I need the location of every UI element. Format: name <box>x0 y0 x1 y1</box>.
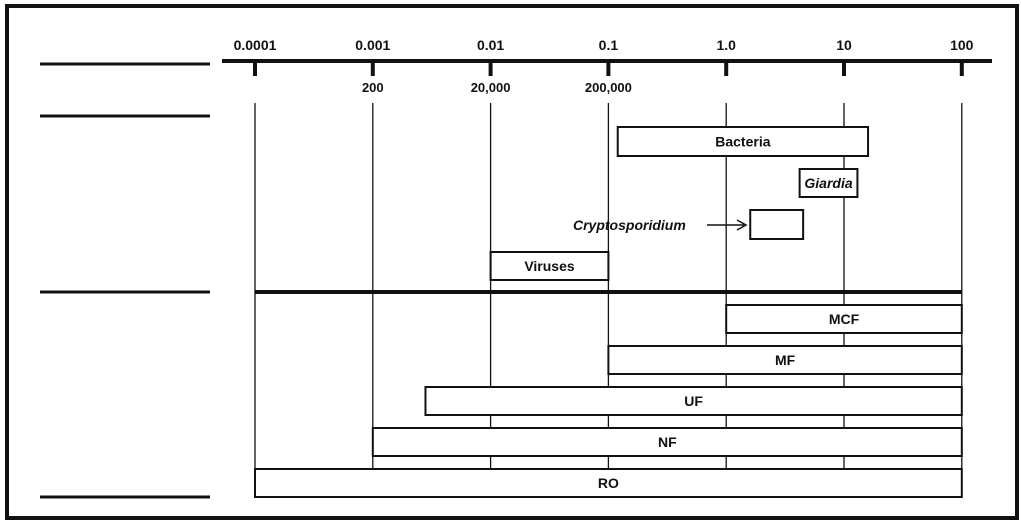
top-tick-labels: 0.0001 0.001 0.01 0.1 1.0 10 100 <box>234 37 974 53</box>
giardia-bar: Giardia <box>798 168 859 198</box>
uf-bar-label: UF <box>684 393 703 409</box>
viruses-bar-rect <box>489 251 610 281</box>
bottom-tick-label: 200 <box>362 80 384 95</box>
giardia-bar-label: Giardia <box>804 175 852 191</box>
top-tick-label: 0.01 <box>477 37 504 53</box>
bacteria-bar-label: Bacteria <box>715 134 770 150</box>
process-bars: MCF MF UF NF RO <box>254 304 963 498</box>
ro-bar: RO <box>254 468 963 498</box>
bottom-tick-label: 200,000 <box>585 80 632 95</box>
organism-bars: Bacteria Giardia Viruses <box>489 126 870 281</box>
uf-bar: UF <box>424 386 963 416</box>
viruses-bar-label: Viruses <box>524 258 575 274</box>
bottom-tick-label: 20,000 <box>471 80 511 95</box>
bacteria-bar: Bacteria <box>616 126 870 157</box>
cryptosporidium-box-rect <box>749 209 805 240</box>
cryptosporidium-box <box>749 209 805 240</box>
nf-bar: NF <box>371 427 963 457</box>
bacteria-bar-rect <box>616 126 870 157</box>
mcf-bar-label: MCF <box>829 311 860 327</box>
outer-frame <box>5 4 1019 520</box>
mcf-bar: MCF <box>725 304 963 334</box>
top-tick-label: 0.1 <box>599 37 619 53</box>
uf-bar-rect <box>424 386 963 416</box>
nf-bar-label: NF <box>658 434 677 450</box>
cryptosporidium-label: Cryptosporidium <box>573 217 686 233</box>
viruses-bar: Viruses <box>489 251 610 281</box>
ro-bar-rect <box>254 468 963 498</box>
giardia-bar-rect <box>798 168 859 198</box>
top-tick-label: 1.0 <box>716 37 736 53</box>
mf-bar-label: MF <box>775 352 796 368</box>
bottom-tick-labels: 200 20,000 200,000 <box>362 80 632 95</box>
top-tick-label: 0.0001 <box>234 37 277 53</box>
ro-bar-label: RO <box>598 475 619 491</box>
top-tick-label: 100 <box>950 37 974 53</box>
nf-bar-rect <box>371 427 963 457</box>
mf-bar-rect <box>607 345 963 375</box>
top-tick-label: 10 <box>836 37 852 53</box>
mf-bar: MF <box>607 345 963 375</box>
arrow-head-icon <box>736 219 748 231</box>
axis-ticks <box>253 61 964 76</box>
top-tick-label: 0.001 <box>355 37 390 53</box>
mcf-bar-rect <box>725 304 963 334</box>
